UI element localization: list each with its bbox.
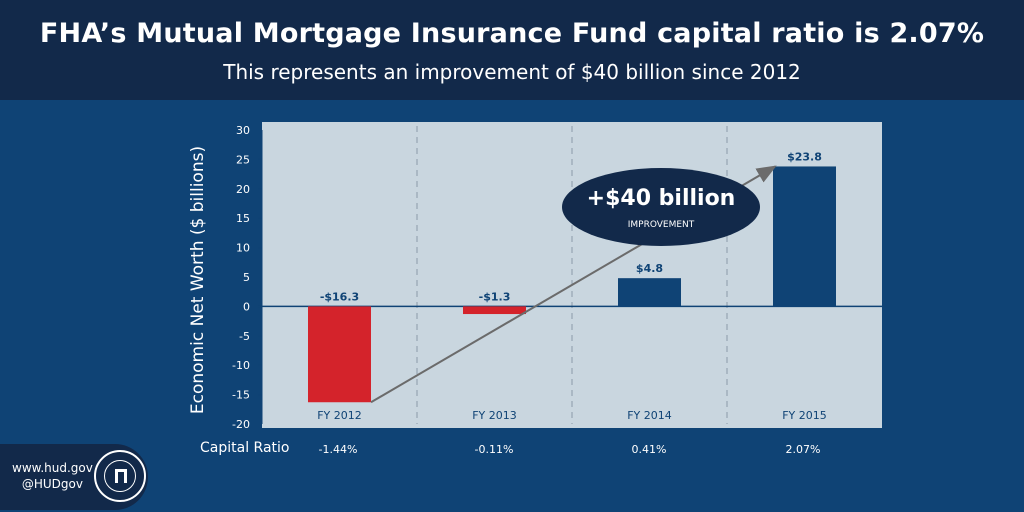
y-tick-label: 0 [243, 300, 250, 313]
seal-ring [104, 460, 136, 492]
x-tick-label: FY 2012 [317, 409, 362, 422]
capital-ratio-value: -1.44% [318, 443, 358, 456]
bar [463, 306, 526, 315]
badge-text: www.hud.gov @HUDgov [12, 460, 93, 492]
page-subtitle: This represents an improvement of $40 bi… [223, 60, 801, 84]
hud-badge: www.hud.gov @HUDgov [0, 444, 148, 510]
y-tick-label: -15 [232, 389, 250, 402]
x-tick-label: FY 2015 [782, 409, 827, 422]
y-tick-label: 5 [243, 271, 250, 284]
capital-ratio-value: 2.07% [785, 443, 821, 456]
y-tick-label: 20 [236, 183, 250, 196]
x-tick-label: FY 2014 [627, 409, 672, 422]
capital-ratio-value: -0.11% [474, 443, 514, 456]
y-tick-label: -10 [232, 359, 250, 372]
improvement-callout: +$40 billion IMPROVEMENT [562, 168, 760, 246]
seal-house-icon [115, 469, 127, 483]
hud-seal-icon [94, 450, 146, 502]
y-tick-label: -20 [232, 418, 250, 431]
header-banner: FHA’s Mutual Mortgage Insurance Fund cap… [0, 0, 1024, 100]
twitter-handle[interactable]: @HUDgov [21, 477, 83, 491]
website-link[interactable]: www.hud.gov [12, 461, 93, 475]
y-tick-label: 15 [236, 212, 250, 225]
callout-label: IMPROVEMENT [627, 220, 695, 230]
x-tick-label: FY 2013 [472, 409, 517, 422]
capital-ratio-value: 0.41% [631, 443, 667, 456]
bar [773, 166, 836, 307]
capital-ratio-label: Capital Ratio [200, 440, 290, 456]
bar [308, 306, 371, 403]
data-label: -$1.3 [479, 290, 511, 303]
y-tick-label: 10 [236, 242, 250, 255]
y-tick-label: -5 [239, 330, 250, 343]
data-label: $4.8 [636, 262, 663, 275]
bar [618, 278, 681, 307]
data-label: -$16.3 [320, 290, 359, 303]
page-title: FHA’s Mutual Mortgage Insurance Fund cap… [39, 18, 985, 49]
data-label: $23.8 [787, 150, 822, 163]
y-tick-label: 30 [236, 124, 250, 137]
y-tick-label: 25 [236, 153, 250, 166]
callout-amount: +$40 billion [586, 186, 736, 211]
